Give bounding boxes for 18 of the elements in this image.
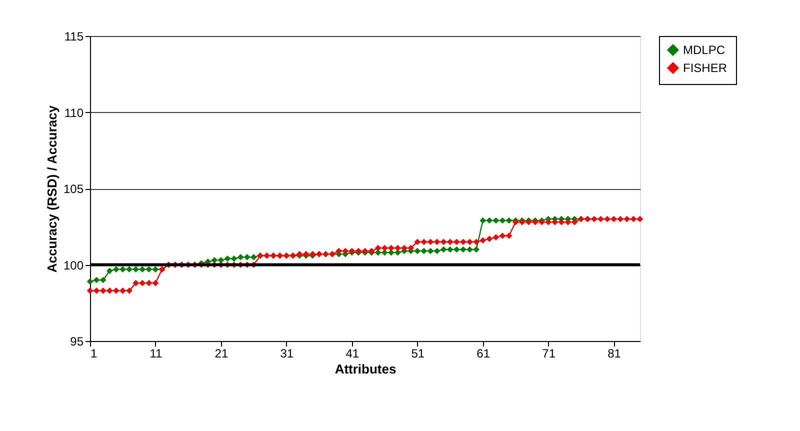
x-tick-label: 41 <box>346 346 360 360</box>
y-axis-title: Accuracy (RSD) / Accuracy <box>44 104 60 273</box>
x-tick-label: 61 <box>476 346 490 360</box>
x-tick-label: 81 <box>608 346 622 360</box>
x-tick-label: 71 <box>542 346 556 360</box>
y-tick-label: 105 <box>63 182 84 196</box>
x-axis-title: Attributes <box>334 362 396 376</box>
x-tick-label: 31 <box>280 346 294 360</box>
x-tick-label: 21 <box>214 346 228 360</box>
y-tick-label: 95 <box>70 334 84 348</box>
x-tick-label: 1 <box>90 346 98 360</box>
y-tick-label: 100 <box>63 258 84 272</box>
legend-label: FISHER <box>683 61 728 75</box>
y-tick-label: 115 <box>64 30 84 44</box>
y-tick-label: 110 <box>64 106 84 120</box>
x-tick-label: 11 <box>150 346 163 360</box>
legend-label: MDLPC <box>683 43 726 57</box>
x-tick-label: 51 <box>411 346 425 360</box>
